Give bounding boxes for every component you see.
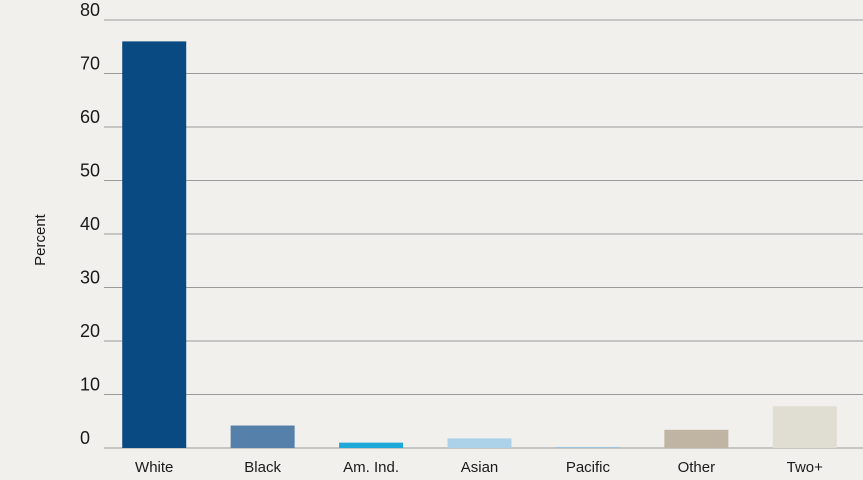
x-tick-label: Pacific: [566, 459, 611, 476]
x-tick-label: White: [135, 459, 173, 476]
y-tick-label: 10: [80, 375, 100, 395]
bars: [122, 41, 837, 449]
x-tick-label: Am. Ind.: [343, 459, 399, 476]
y-tick-label: 70: [80, 54, 100, 74]
x-tick-label: Two+: [787, 459, 824, 476]
x-tick-label: Asian: [461, 459, 499, 476]
gridlines: [104, 19, 863, 449]
bar-other: [664, 429, 729, 448]
x-tick-label: Other: [678, 459, 716, 476]
y-tick-label: 20: [80, 321, 100, 341]
bar-am-ind: [339, 442, 404, 448]
bar-white: [122, 41, 187, 449]
y-tick-label: 60: [80, 107, 100, 127]
bar-pacific: [555, 446, 620, 448]
bar-two: [772, 406, 837, 448]
y-axis-label: Percent: [32, 213, 49, 266]
y-axis-ticks: 0 10 20 30 40 50 60 70 80: [80, 0, 100, 448]
bar-black: [230, 425, 295, 448]
y-tick-label: 30: [80, 268, 100, 288]
y-tick-label: 0: [80, 428, 90, 448]
x-tick-label: Black: [244, 459, 281, 476]
bar-asian: [447, 438, 512, 448]
x-axis-ticks: White Black Am. Ind. Asian Pacific Other Two+: [135, 459, 823, 476]
y-tick-label: 50: [80, 161, 100, 181]
y-tick-label: 40: [80, 214, 100, 234]
y-tick-label: 80: [80, 0, 100, 20]
